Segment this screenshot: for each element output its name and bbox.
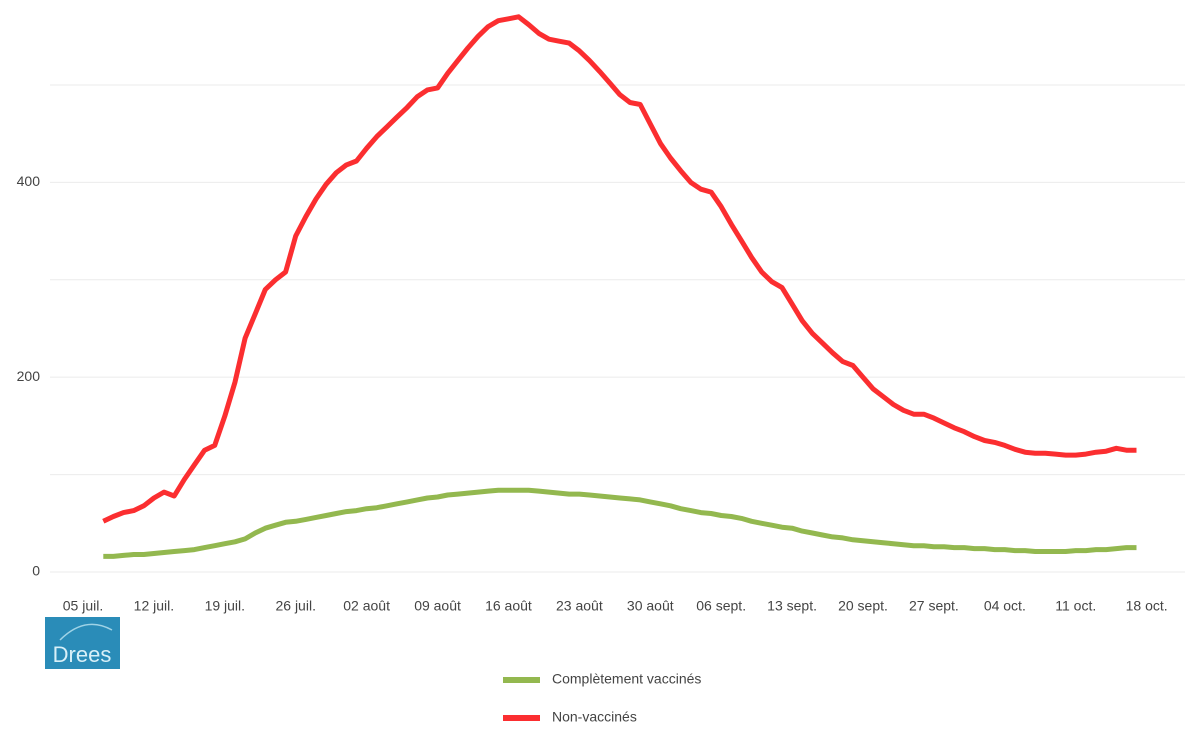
y-tick-label: 400: [17, 173, 41, 189]
x-tick-label: 18 oct.: [1126, 598, 1168, 614]
x-tick-label: 20 sept.: [838, 598, 888, 614]
x-tick-label: 06 sept.: [696, 598, 746, 614]
x-tick-label: 04 oct.: [984, 598, 1026, 614]
x-tick-label: 11 oct.: [1055, 598, 1096, 614]
x-tick-label: 02 août: [343, 598, 390, 614]
legend-label: Non-vaccinés: [552, 709, 637, 725]
logo: Drees: [45, 617, 120, 669]
x-tick-label: 23 août: [556, 598, 603, 614]
y-tick-label: 0: [32, 563, 40, 579]
x-tick-label: 26 juil.: [275, 598, 315, 614]
legend-label: Complètement vaccinés: [552, 671, 701, 687]
x-tick-label: 05 juil.: [63, 598, 103, 614]
legend-swatch: [503, 677, 540, 683]
x-tick-label: 09 août: [414, 598, 461, 614]
logo-swoosh: [59, 623, 113, 641]
x-tick-label: 27 sept.: [909, 598, 959, 614]
x-tick-label: 12 juil.: [134, 598, 174, 614]
x-tick-label: 30 août: [627, 598, 674, 614]
y-tick-label: 200: [17, 368, 41, 384]
logo-text: Drees: [53, 642, 112, 667]
series-line: [102, 14, 1137, 524]
series-line: [103, 487, 1137, 559]
x-tick-label: 13 sept.: [767, 598, 817, 614]
x-tick-label: 16 août: [485, 598, 532, 614]
x-tick-label: 19 juil.: [205, 598, 245, 614]
legend-swatch: [503, 715, 540, 721]
